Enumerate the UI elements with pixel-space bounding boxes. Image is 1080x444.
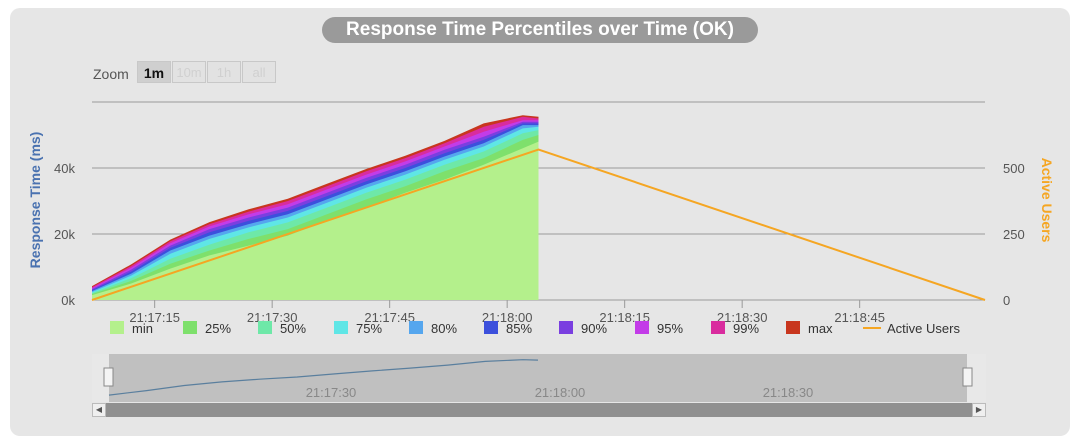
y2-axis-label: Active Users	[1039, 158, 1055, 243]
legend-label: min	[132, 321, 153, 336]
legend-swatch	[786, 321, 800, 334]
legend[interactable]: min 25% 50% 75% 80% 85% 90% 95% 99% max Active Use…	[110, 321, 960, 336]
percentile-areas	[92, 115, 539, 301]
x-tick-label: 21:18:45	[834, 310, 885, 325]
y2-axis-ticks: 0 250 500	[1003, 161, 1025, 308]
y2-tick-label: 500	[1003, 161, 1025, 176]
legend-label: Active Users	[887, 321, 960, 336]
legend-label: 99%	[733, 321, 759, 336]
legend-label: 95%	[657, 321, 683, 336]
navigator-tick: 21:18:30	[763, 385, 814, 400]
y-tick-label: 40k	[54, 161, 75, 176]
y-axis-label: Response Time (ms)	[27, 132, 43, 269]
legend-swatch	[484, 321, 498, 334]
zoom-label: Zoom	[93, 66, 129, 82]
x-tick-label: 21:17:45	[364, 310, 415, 325]
legend-swatch	[711, 321, 725, 334]
y2-tick-label: 250	[1003, 227, 1025, 242]
navigator-scrollbar[interactable]	[92, 403, 986, 417]
legend-swatch	[334, 321, 348, 334]
legend-swatch	[183, 321, 197, 334]
navigator-tick: 21:17:30	[306, 385, 357, 400]
navigator-tick: 21:18:00	[535, 385, 586, 400]
x-axis-ticks: 21:17:15 21:17:30 21:17:45 21:18:00 21:18:15…	[129, 300, 885, 325]
legend-label: 80%	[431, 321, 457, 336]
legend-label: 50%	[280, 321, 306, 336]
y-tick-label: 0k	[61, 293, 75, 308]
scroll-right-arrow-icon[interactable]: ▶	[972, 403, 986, 417]
legend-label: 90%	[581, 321, 607, 336]
zoom-1h-button[interactable]: 1h	[207, 61, 241, 83]
navigator-left-handle[interactable]	[103, 367, 114, 387]
zoom-10m-button[interactable]: 10m	[172, 61, 206, 83]
legend-swatch	[110, 321, 124, 334]
navigator[interactable]: 21:17:30 21:18:00 21:18:30	[92, 354, 986, 402]
active-users-series-line	[91, 148, 986, 301]
navigator-series-line	[108, 359, 539, 396]
legend-label: 25%	[205, 321, 231, 336]
legend-swatch	[258, 321, 272, 334]
area-min	[92, 141, 539, 300]
legend-swatch	[559, 321, 573, 334]
navigator-range[interactable]	[109, 354, 967, 402]
x-tick-label: 21:18:30	[717, 310, 768, 325]
y-tick-label: 20k	[54, 227, 75, 242]
y2-tick-label: 0	[1003, 293, 1010, 308]
y-axis-ticks: 0k 20k 40k	[54, 161, 75, 308]
legend-swatch	[635, 321, 649, 334]
zoom-all-button[interactable]: all	[242, 61, 276, 83]
active-users-line	[91, 148, 986, 301]
scroll-left-arrow-icon[interactable]: ◀	[92, 403, 106, 417]
legend-label: 75%	[356, 321, 382, 336]
legend-label: max	[808, 321, 833, 336]
navigator-right-handle[interactable]	[962, 367, 973, 387]
zoom-1m-button[interactable]: 1m	[137, 61, 171, 83]
legend-label: 85%	[506, 321, 532, 336]
chart-title: Response Time Percentiles over Time (OK)	[322, 17, 758, 43]
x-tick-label: 21:17:15	[129, 310, 180, 325]
legend-swatch	[409, 321, 423, 334]
